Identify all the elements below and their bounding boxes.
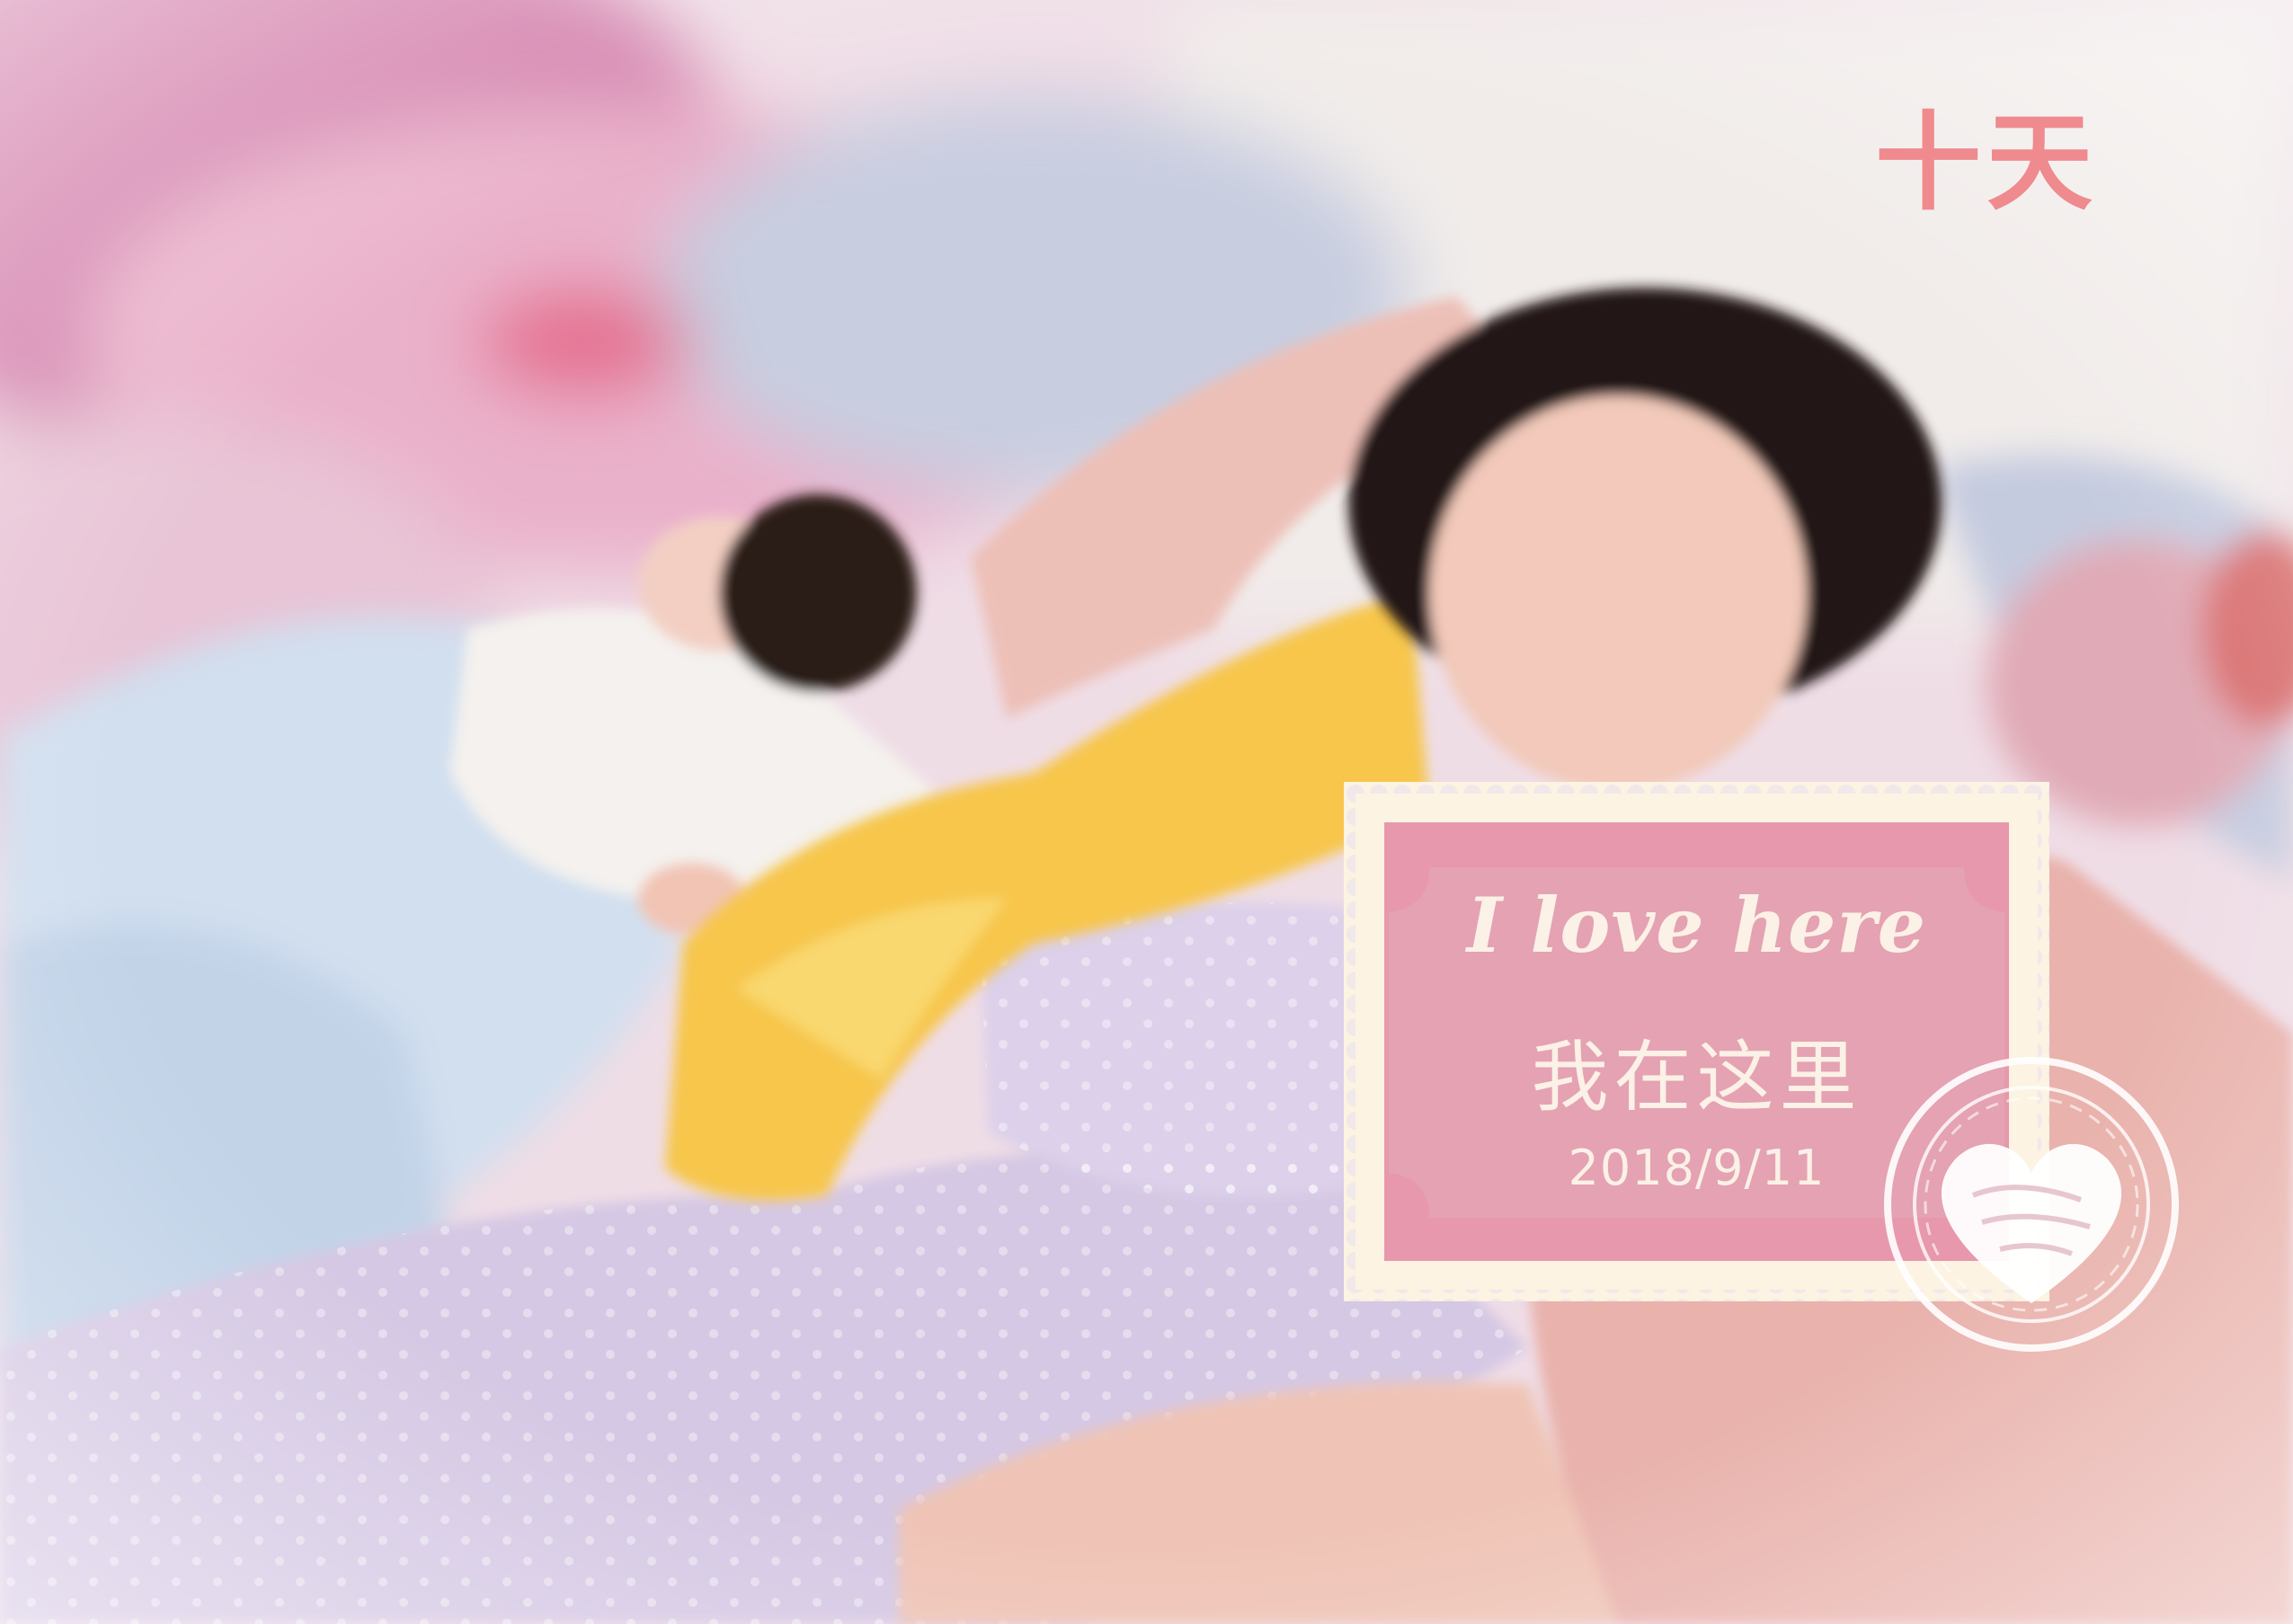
- heart-postmark-icon: [1884, 1057, 2179, 1352]
- stamp-frame: [1344, 782, 2049, 1301]
- stamp-chinese-text: 我在这里: [1531, 1033, 1862, 1123]
- caption-title: 十天: [1874, 100, 2098, 225]
- stamp-script-text: I love here: [1466, 881, 1927, 970]
- stamp-date: 2018/9/11: [1568, 1140, 1826, 1196]
- postage-stamp: I love here 我在这里 2018/9/11: [1344, 782, 2049, 1301]
